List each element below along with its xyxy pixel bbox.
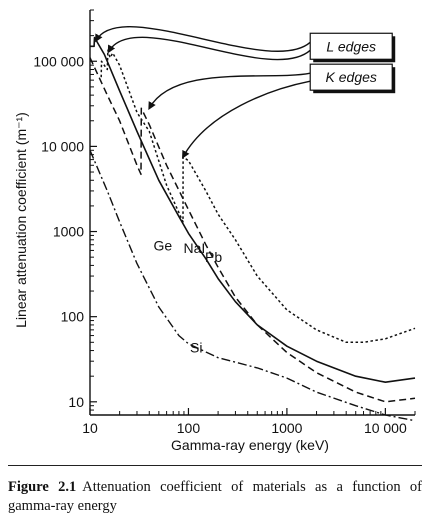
figure-caption: Figure 2.1 Attenuation coefficient of mat… bbox=[8, 478, 422, 516]
series-line-ge bbox=[90, 36, 416, 383]
x-axis-label: Gamma-ray energy (keV) bbox=[171, 437, 329, 453]
axes-layer: 10 100 1000 10 000 10 100 1000 10 000 100 000 bbox=[33, 9, 416, 436]
x-tick-label: 1000 bbox=[271, 420, 302, 436]
caption-rule bbox=[8, 465, 422, 466]
series-line-nai bbox=[89, 57, 416, 403]
annotation-arrow bbox=[107, 36, 311, 61]
annotation-box bbox=[309, 32, 393, 60]
x-tick-label: 100 bbox=[177, 420, 201, 436]
series-label-ge: Ge bbox=[154, 237, 173, 253]
y-tick-label: 10 bbox=[68, 394, 84, 410]
caption-label: Figure 2.1 bbox=[8, 479, 77, 495]
series-label-si: Si bbox=[190, 339, 202, 355]
x-tick-label: 10 000 bbox=[364, 420, 407, 436]
annotation-box bbox=[309, 63, 393, 91]
y-tick-label: 100 000 bbox=[33, 53, 84, 69]
annotation-arrow bbox=[182, 80, 311, 159]
x-tick-label: 10 bbox=[82, 420, 98, 436]
annotation-k-edges: K edges bbox=[148, 63, 396, 159]
y-tick-label: 100 bbox=[61, 309, 85, 325]
y-tick-label: 1000 bbox=[53, 224, 84, 240]
annotation-arrow bbox=[95, 26, 311, 52]
series-line-si bbox=[89, 150, 416, 422]
series-label-pb: Pb bbox=[205, 249, 222, 265]
y-axis-label: Linear attenuation coefficient (m⁻¹) bbox=[13, 112, 29, 328]
annotation-layer: L edges K edges bbox=[95, 26, 396, 159]
y-tick-label: 10 000 bbox=[41, 138, 84, 154]
annotation-arrow bbox=[148, 72, 311, 111]
series-line-pb bbox=[100, 49, 416, 344]
annotation-l-edges: L edges bbox=[95, 26, 396, 63]
annotation-label: L edges bbox=[326, 38, 376, 54]
annotation-label: K edges bbox=[326, 69, 377, 85]
series-label-nai: NaI bbox=[184, 240, 206, 256]
caption-text: Attenuation coefficient of materials as … bbox=[8, 479, 422, 514]
